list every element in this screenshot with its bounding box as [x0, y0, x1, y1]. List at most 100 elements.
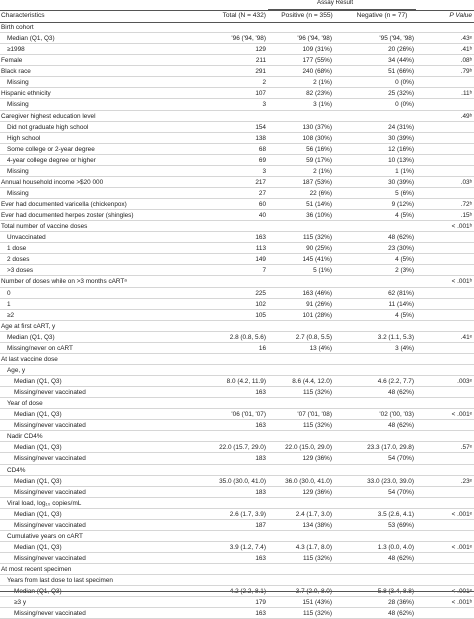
positive-cell: 115 (32%)	[302, 555, 332, 562]
positive-cell: 36 (10%)	[306, 212, 332, 220]
negative-cell: 4.6 (2.2, 7.7)	[377, 378, 414, 385]
positive-cell: 129 (36%)	[302, 488, 333, 496]
negative-cell: 24 (31%)	[388, 123, 414, 131]
table-row: Missing 3 3 (1%) 0 (0%)	[0, 99, 474, 111]
total-cell: 291	[255, 68, 266, 76]
table-row: Median (Q1, Q3) '06 ('01, '07) '07 ('01, '…	[0, 409, 474, 421]
negative-cell: 4 (5%)	[395, 256, 414, 264]
total-cell: 211	[255, 57, 266, 65]
total-cell: '96 ('94, '98)	[231, 35, 266, 43]
row-label: 1	[7, 300, 11, 308]
positive-cell: 240 (68%)	[302, 68, 333, 76]
total-cell: 187	[255, 521, 266, 529]
negative-cell: 11 (14%)	[388, 300, 414, 308]
table-row: Age at first cART, y	[0, 321, 474, 332]
positive-cell: 2 (1%)	[313, 79, 332, 87]
positive-cell: 145 (41%)	[302, 256, 333, 264]
table-row: Median (Q1, Q3) 2.6 (1.7, 3.9) 2.4 (1.7, 3…	[0, 509, 474, 520]
negative-cell: 48 (62%)	[388, 389, 414, 397]
row-label: Median (Q1, Q3)	[14, 378, 62, 385]
row-label: Female	[1, 57, 23, 65]
p-value-cell: < .001ᵇ	[451, 278, 472, 286]
negative-cell: 48 (62%)	[388, 610, 414, 618]
negative-cell: 4 (5%)	[395, 311, 414, 319]
row-label: Median (Q1, Q3)	[14, 510, 62, 518]
row-label: Missing/never vaccinated	[14, 422, 86, 430]
negative-cell: 48 (62%)	[388, 422, 414, 430]
positive-cell: 163 (46%)	[302, 289, 333, 297]
table-row: Annual household income >$20 000 217 187 (…	[0, 177, 474, 188]
p-value-cell: .72ᵇ	[460, 201, 472, 208]
table-row: Missing/never on cART 16 13 (4%) 3 (4%)	[0, 343, 474, 354]
negative-cell: 0 (0%)	[395, 101, 414, 109]
row-label: Missing/never vaccinated	[14, 555, 86, 562]
table-row: Total number of vaccine doses < .001ᵇ	[0, 221, 474, 233]
p-value-cell: .79ᵇ	[460, 68, 472, 76]
row-label: Hispanic ethnicity	[1, 90, 51, 98]
p-value-cell: < .001ᵉ	[451, 411, 472, 419]
positive-cell: 151 (43%)	[302, 599, 333, 607]
positive-cell: 91 (26%)	[306, 300, 332, 308]
table-row: Missing/never vaccinated 163 115 (32%) 48 (…	[0, 420, 474, 432]
total-cell: 149	[255, 256, 266, 264]
row-label: Missing	[7, 101, 29, 109]
total-column-header: Total (N = 432)	[222, 12, 266, 19]
table-row: Missing/never vaccinated 163 115 (32%) 48 (…	[0, 608, 474, 619]
assay-group-rule	[268, 8, 416, 10]
table-row: 0 225 163 (46%) 62 (81%)	[0, 288, 474, 299]
positive-cell: 134 (38%)	[302, 521, 333, 529]
row-label: ≥1998	[7, 46, 25, 54]
row-label: At last vaccine dose	[1, 355, 58, 363]
table-row: Age, y	[0, 365, 474, 376]
negative-cell: 23.3 (17.0, 29.8)	[367, 444, 414, 452]
positive-cell: 22 (6%)	[309, 189, 332, 197]
negative-cell: 1.3 (0.0, 4.0)	[377, 543, 414, 551]
row-label: Year of dose	[7, 400, 43, 408]
row-label: Caregiver highest education level	[1, 112, 96, 120]
row-label: Missing	[7, 79, 29, 87]
negative-cell: '02 ('00, '03)	[379, 411, 414, 419]
table-row: Female 211 177 (55%) 34 (44%) .08ᵇ	[0, 55, 474, 67]
table-row: At last vaccine dose	[0, 354, 474, 365]
row-label: Missing	[7, 167, 29, 175]
positive-cell: 109 (31%)	[302, 46, 333, 54]
positive-cell: 130 (37%)	[302, 123, 333, 131]
table-row: Ever had documented herpes zoster (shing…	[0, 210, 474, 222]
positive-cell: 36.0 (30.0, 41.0)	[285, 477, 332, 485]
row-label: 0	[7, 289, 11, 297]
positive-cell: 177 (55%)	[302, 57, 333, 65]
p-value-cell: < .001ᵇ	[451, 599, 472, 607]
positive-cell: '96 ('94, '98)	[297, 35, 332, 43]
table-row: Viral load, log₁₀ copies/mL	[0, 498, 474, 509]
table-row: ≥3 y 179 151 (43%) 28 (36%) < .001ᵇ	[0, 597, 474, 609]
negative-cell: 12 (16%)	[388, 145, 414, 153]
negative-cell: '95 ('94, '98)	[379, 35, 414, 43]
p-value-cell: < .001ᵉ	[451, 510, 472, 518]
row-label: 4-year college degree or higher	[7, 156, 96, 164]
table-row: Years from last dose to last specimen	[0, 575, 474, 587]
characteristics-column-header: Characteristics	[1, 12, 45, 19]
total-cell: 107	[255, 90, 266, 98]
negative-cell: 62 (81%)	[388, 289, 414, 297]
p-value-cell: .003ᵉ	[457, 378, 472, 385]
table-row: Median (Q1, Q3) 8.0 (4.2, 11.9) 8.6 (4.4, …	[0, 376, 474, 388]
table-row: 1 dose 113 90 (25%) 23 (30%)	[0, 243, 474, 255]
total-cell: 16	[258, 344, 266, 352]
assay-result-group-header: Assay Result	[316, 0, 354, 6]
negative-cell: 54 (70%)	[388, 488, 414, 496]
table-row: Median (Q1, Q3) 22.0 (15.7, 29.0) 22.0 (15…	[0, 442, 474, 454]
total-cell: 2.8 (0.8, 5.6)	[229, 333, 266, 341]
positive-cell: 115 (32%)	[302, 422, 332, 430]
positive-cell: 115 (32%)	[302, 610, 332, 618]
p-value-cell: .41ᵇ	[460, 46, 472, 54]
p-value-cell: .03ᵇ	[460, 178, 472, 186]
negative-cell: 10 (13%)	[388, 156, 414, 164]
negative-cell: 25 (32%)	[388, 90, 414, 98]
table-row: Ever had documented varicella (chickenpo…	[0, 199, 474, 211]
total-cell: 163	[255, 422, 266, 430]
total-cell: 3	[262, 167, 266, 175]
p-value-cell: .15ᵇ	[460, 212, 472, 220]
table-row: Missing 27 22 (6%) 5 (6%)	[0, 188, 474, 199]
table-row: At most recent specimen	[0, 564, 474, 576]
